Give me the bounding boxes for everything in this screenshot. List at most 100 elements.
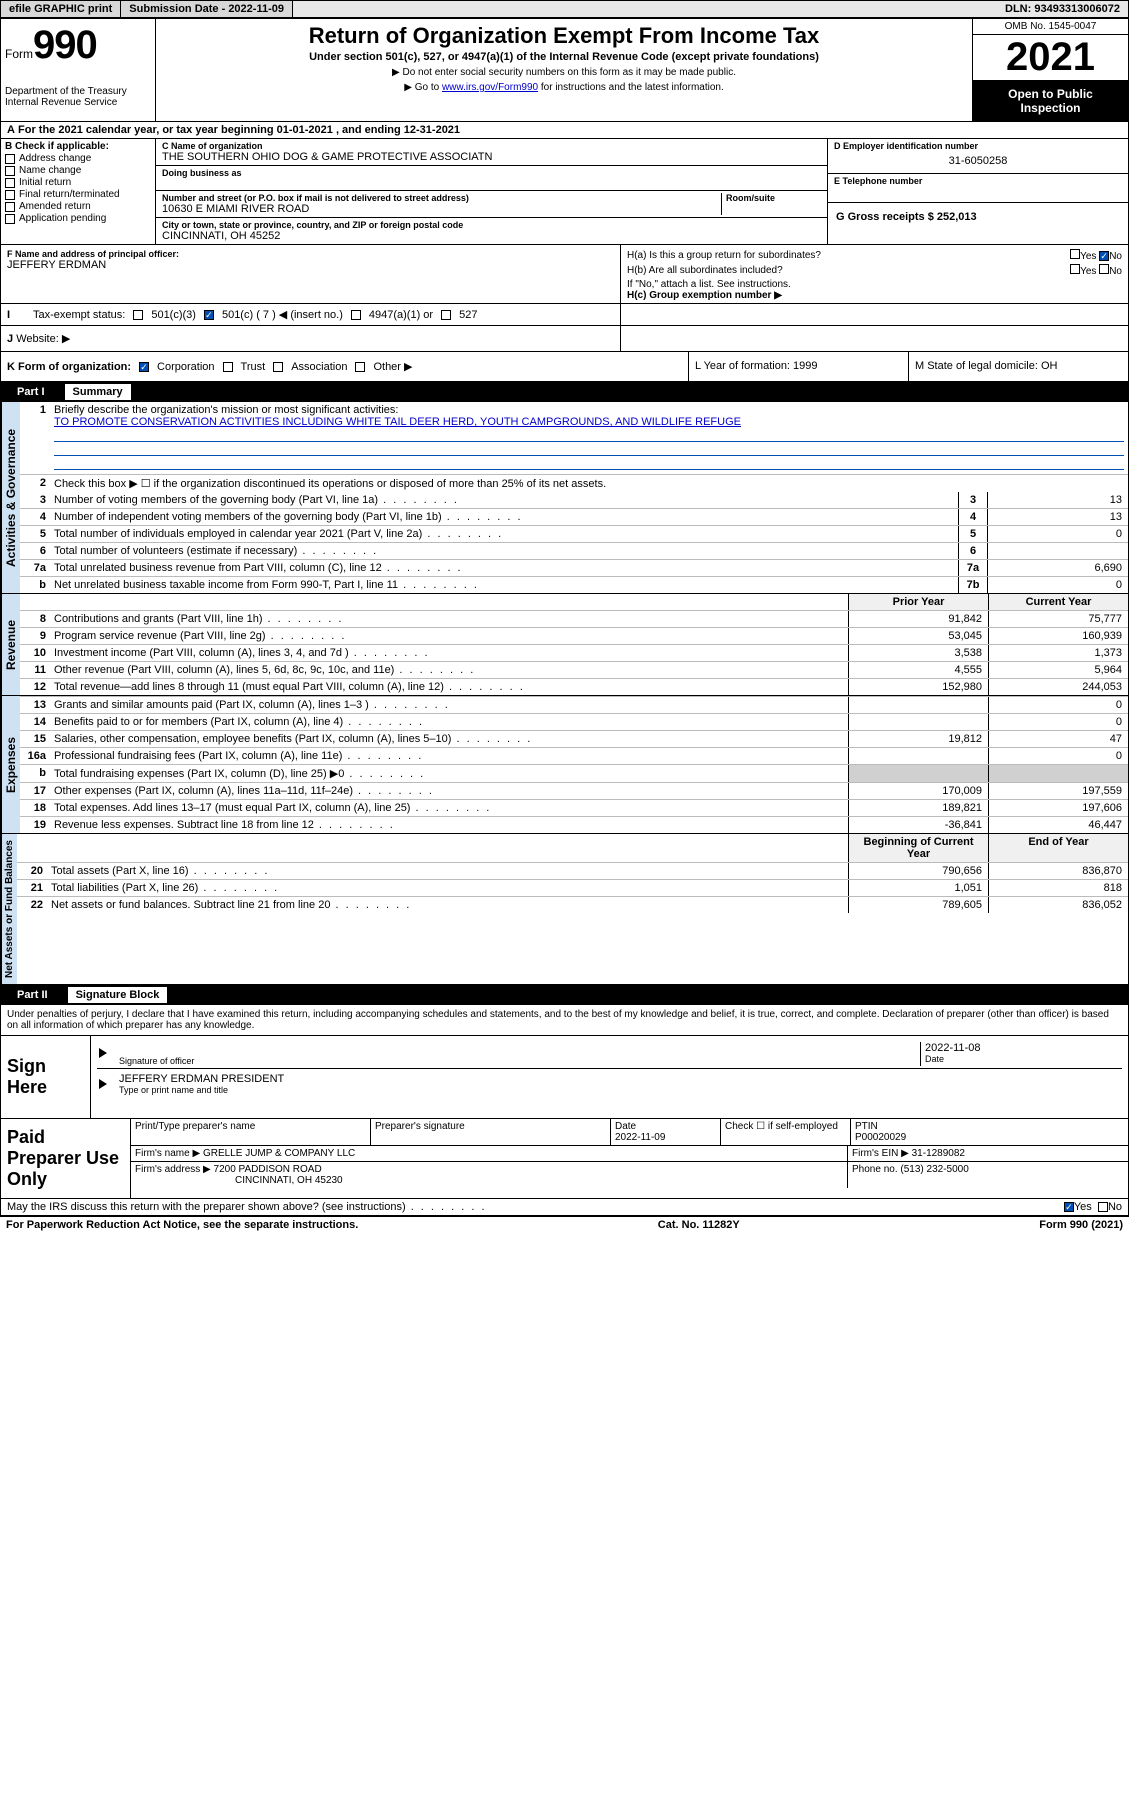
chk-amended[interactable]: Amended return: [5, 201, 151, 212]
summary-line: 14 Benefits paid to or for members (Part…: [20, 713, 1128, 730]
ln-text: Total number of volunteers (estimate if …: [50, 543, 958, 559]
prior-val: 1,051: [848, 880, 988, 896]
open-to-public: Open to Public Inspection: [973, 81, 1128, 121]
ln-num: 6: [20, 543, 50, 559]
summary-line: b Total fundraising expenses (Part IX, c…: [20, 764, 1128, 782]
website-label: Website: ▶: [16, 333, 70, 345]
footer-mid: Cat. No. 11282Y: [658, 1219, 740, 1231]
l1-label: Briefly describe the organization's miss…: [54, 404, 398, 416]
dba-label: Doing business as: [162, 168, 821, 178]
box-F: F Name and address of principal officer:…: [1, 245, 621, 303]
blank: [47, 834, 848, 862]
expenses-block: Expenses 13 Grants and similar amounts p…: [1, 696, 1128, 834]
org-name-label: C Name of organization: [162, 141, 821, 151]
K-label: K Form of organization:: [7, 361, 131, 373]
curr-val: 0: [988, 697, 1128, 713]
efile-print-button[interactable]: efile GRAPHIC print: [1, 1, 121, 17]
prior-val: 152,980: [848, 679, 988, 695]
yes-label: Yes: [1080, 266, 1096, 277]
sig-date: 2022-11-08 Date: [920, 1042, 1120, 1066]
checkbox-icon: [5, 214, 15, 224]
prior-year-head: Prior Year: [848, 594, 988, 610]
submission-date-button[interactable]: Submission Date - 2022-11-09: [121, 1, 293, 17]
tab-expenses: Expenses: [1, 696, 20, 833]
chk-final-return[interactable]: Final return/terminated: [5, 189, 151, 200]
ln-num: b: [20, 577, 50, 593]
part1-bar: Part I Summary: [1, 382, 1128, 402]
opt-other: Other ▶: [373, 360, 412, 373]
checkbox-checked-icon[interactable]: [204, 310, 214, 320]
curr-val: 75,777: [988, 611, 1128, 627]
omb-number: OMB No. 1545-0047: [973, 19, 1128, 35]
prior-val: [848, 748, 988, 764]
F-label: F Name and address of principal officer:: [7, 249, 614, 259]
city-label: City or town, state or province, country…: [162, 220, 821, 230]
summary-line: 19 Revenue less expenses. Subtract line …: [20, 816, 1128, 833]
tab-netassets: Net Assets or Fund Balances: [1, 834, 17, 984]
no-label: No: [1109, 266, 1122, 277]
irs-link[interactable]: www.irs.gov/Form990: [442, 82, 538, 93]
chk-initial-return[interactable]: Initial return: [5, 177, 151, 188]
chk-app-pending[interactable]: Application pending: [5, 213, 151, 224]
summary-line: 21 Total liabilities (Part X, line 26) 1…: [17, 879, 1128, 896]
section-FH: F Name and address of principal officer:…: [1, 245, 1128, 304]
checkbox-icon[interactable]: [441, 310, 451, 320]
part1-title: Summary: [65, 384, 131, 400]
sig-date-value: 2022-11-08: [925, 1042, 1120, 1054]
checkbox-icon[interactable]: [351, 310, 361, 320]
ln-val: 13: [988, 492, 1128, 508]
curr-val: 0: [988, 748, 1128, 764]
netassets-body: Beginning of Current Year End of Year 20…: [17, 834, 1128, 984]
curr-val: 244,053: [988, 679, 1128, 695]
no-label: No: [1109, 251, 1122, 262]
curr-val: 1,373: [988, 645, 1128, 661]
chk-address-change[interactable]: Address change: [5, 153, 151, 164]
checkbox-icon[interactable]: [1099, 264, 1109, 274]
subtitle-3: ▶ Go to www.irs.gov/Form990 for instruct…: [162, 82, 966, 93]
Hb-note: If "No," attach a list. See instructions…: [627, 279, 1122, 290]
checkbox-icon[interactable]: [1070, 264, 1080, 274]
ln-num: 22: [17, 897, 47, 913]
checkbox-icon: [5, 154, 15, 164]
firm-addr: Firm's address ▶ 7200 PADDISON ROAD CINC…: [131, 1162, 848, 1188]
Ha-label: H(a) Is this a group return for subordin…: [627, 250, 821, 261]
ln-text: Total expenses. Add lines 13–17 (must eq…: [50, 800, 848, 816]
prep-sig-head: Preparer's signature: [371, 1119, 611, 1145]
dba-value: [162, 178, 821, 188]
ln-num: 21: [17, 880, 47, 896]
tab-revenue: Revenue: [1, 594, 20, 695]
prep-date-value: 2022-11-09: [615, 1132, 665, 1143]
checkbox-icon[interactable]: [273, 362, 283, 372]
ln-text: Professional fundraising fees (Part IX, …: [50, 748, 848, 764]
checkbox-icon[interactable]: [355, 362, 365, 372]
ln-num: 8: [20, 611, 50, 627]
line-A-text: A For the 2021 calendar year, or tax yea…: [7, 124, 460, 136]
J-right: [621, 326, 1128, 351]
revenue-head: Prior Year Current Year: [20, 594, 1128, 610]
ln-num: b: [20, 765, 50, 782]
ln-num: 17: [20, 783, 50, 799]
prior-val: 53,045: [848, 628, 988, 644]
checkbox-icon[interactable]: [223, 362, 233, 372]
curr-val: 47: [988, 731, 1128, 747]
checkbox-icon[interactable]: [1098, 1202, 1108, 1212]
tax-year: 2021: [973, 35, 1128, 81]
checkbox-checked-icon[interactable]: [1099, 251, 1109, 261]
firm-phone: Phone no. (513) 232-5000: [848, 1162, 1128, 1188]
ln-num: 10: [20, 645, 50, 661]
summary-line: 11 Other revenue (Part VIII, column (A),…: [20, 661, 1128, 678]
checkbox-checked-icon[interactable]: [139, 362, 149, 372]
Hb-label: H(b) Are all subordinates included?: [627, 265, 783, 276]
subtitle-2: ▶ Do not enter social security numbers o…: [162, 67, 966, 78]
summary-line: 15 Salaries, other compensation, employe…: [20, 730, 1128, 747]
checkbox-icon[interactable]: [133, 310, 143, 320]
checkbox-checked-icon[interactable]: [1064, 1202, 1074, 1212]
I-label: I: [7, 309, 25, 321]
prep-row-3: Firm's address ▶ 7200 PADDISON ROAD CINC…: [131, 1162, 1128, 1188]
ln-text: Total number of individuals employed in …: [50, 526, 958, 542]
org-name-cell: C Name of organization THE SOUTHERN OHIO…: [156, 139, 827, 166]
arrow-icon: [99, 1042, 119, 1066]
chk-name-change[interactable]: Name change: [5, 165, 151, 176]
checkbox-icon[interactable]: [1070, 249, 1080, 259]
Hb-line: H(b) Are all subordinates included? Yes …: [627, 264, 1122, 277]
